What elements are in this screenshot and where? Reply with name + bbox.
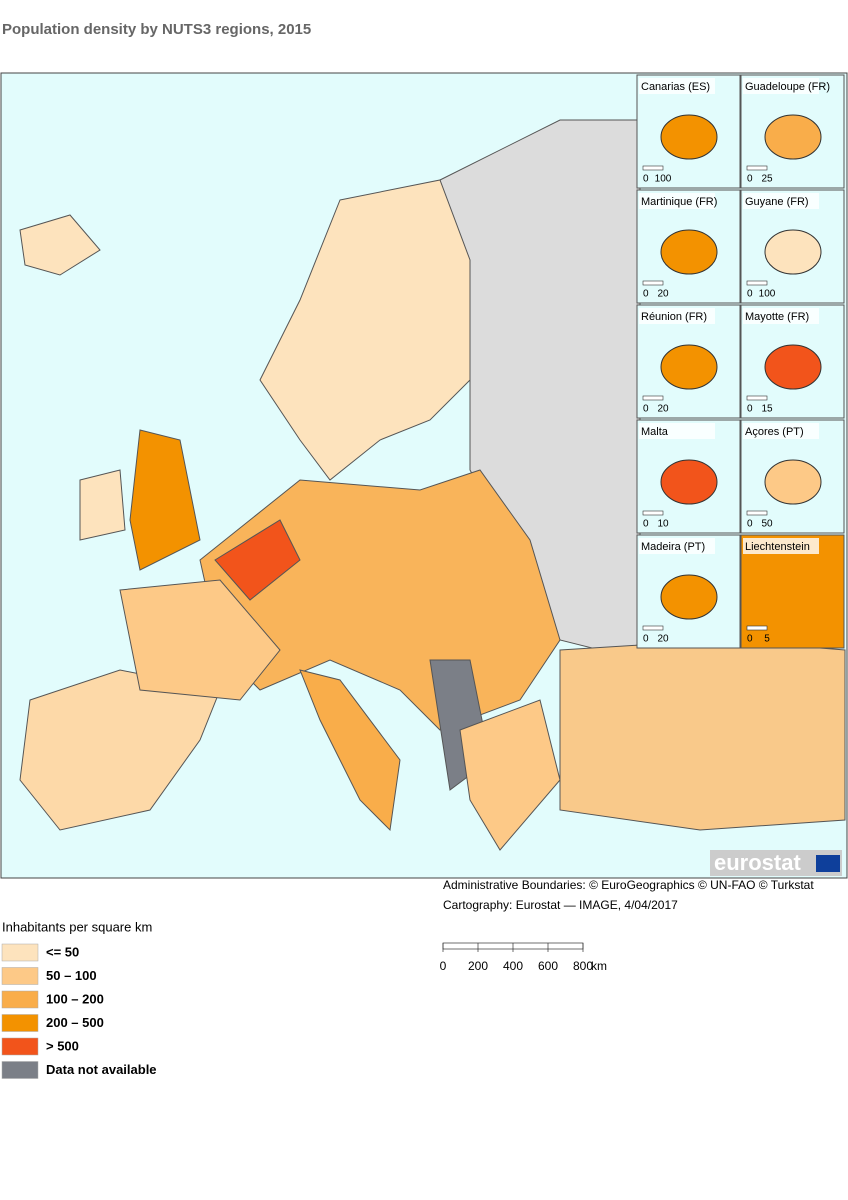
inset-label-bg [639,78,715,94]
inset-land [660,344,718,390]
inset-scale-label: 5 [764,634,770,645]
inset-scale-bar [746,625,768,631]
inset-name: Guadeloupe (FR) [745,81,830,93]
legend-title: Inhabitants per square km [2,919,152,934]
inset-name: Malta [641,426,669,438]
credit: Administrative Boundaries: © EuroGeograp… [443,878,814,892]
legend-swatch [1,943,39,962]
inset-name: Martinique (FR) [641,196,717,208]
inset-label-bg [743,308,819,324]
inset-scale-label: 100 [759,289,776,300]
inset-land [764,229,822,275]
inset-scale-label: 0 [747,404,753,415]
inset-label-bg [639,538,715,554]
legend-swatch [1,1014,39,1032]
legend-swatch [1,990,39,1009]
legend-label: 50 – 100 [46,968,97,983]
inset-label-bg [639,193,715,209]
legend-swatch [1,1061,39,1079]
scale-label: 400 [503,959,523,973]
inset-scale-bar [642,395,664,401]
inset-scale-label: 0 [747,289,753,300]
inset-land [660,574,718,620]
italy [299,669,401,832]
great-britain [129,429,201,571]
inset-scale-bar [746,165,768,171]
inset-label-bg [743,423,819,439]
inset-scale-label: 20 [657,634,669,645]
inset-scale-label: 0 [747,519,753,530]
ireland [79,469,126,541]
scale-label: 600 [538,959,558,973]
inset-land [660,459,718,505]
inset-scale-label: 0 [643,174,649,185]
inset-scale-bar [642,165,664,171]
scale-unit: km [591,959,607,973]
balkans [459,699,561,851]
legend-label: 100 – 200 [46,991,104,1006]
inset-scale-label: 10 [657,519,669,530]
inset-name: Liechtenstein [745,541,810,553]
inset-name: Canarias (ES) [641,81,710,93]
title: Population density by NUTS3 regions, 201… [2,21,311,38]
inset-scale-label: 100 [655,174,672,185]
inset-scale-label: 20 [657,289,669,300]
turkey [559,639,846,831]
inset-scale-label: 0 [643,634,649,645]
inset-scale-bar [746,280,768,286]
scale-label: 200 [468,959,488,973]
inset-scale-bar [746,510,768,516]
inset-scale-bar [642,625,664,631]
inset-scale-bar [746,395,768,401]
inset-scale-label: 0 [643,289,649,300]
inset-scale-bar [642,280,664,286]
inset-land [660,114,718,160]
inset-scale-bar [642,510,664,516]
inset-name: Açores (PT) [745,426,804,438]
legend-swatch [1,1037,39,1056]
inset-land [764,114,822,160]
inset-name: Madeira (PT) [641,541,705,553]
scale-label: 0 [440,959,447,973]
inset-land [764,459,822,505]
france [119,579,281,701]
logo: eurostat [714,850,801,875]
legend-label: 200 – 500 [46,1015,104,1030]
inset-name: Mayotte (FR) [745,311,809,323]
legend: <= 50 50 – 100 100 – 200 200 – 500 > 500 Data… [1,943,157,1079]
inset-land [660,229,718,275]
inset-label-bg [639,308,715,324]
legend-label: > 500 [46,1038,79,1053]
inset-name: Guyane (FR) [745,196,809,208]
inset-scale-label: 0 [747,634,753,645]
inset-scale-label: 15 [761,404,773,415]
inset-scale-label: 50 [761,519,773,530]
scandinavia [259,179,471,481]
inset-label-bg [743,78,819,94]
benelux [214,519,301,601]
credit: Cartography: Eurostat — IMAGE, 4/04/2017 [443,898,678,912]
inset-land [764,344,822,390]
eu-flag [816,855,840,872]
inset-scale-label: 0 [747,174,753,185]
inset-name: Réunion (FR) [641,311,707,323]
scale-label: 800 [573,959,593,973]
inset-label-bg [743,193,819,209]
iceland [19,214,101,276]
inset-label-bg [743,538,819,554]
legend-label: Data not available [46,1062,157,1077]
inset-label-bg [639,423,715,439]
inset-scale-label: 0 [643,404,649,415]
inset-scale-label: 0 [643,519,649,530]
legend-swatch [1,967,39,985]
legend-label: <= 50 [46,944,79,959]
inset-scale-label: 25 [761,174,773,185]
inset-scale-label: 20 [657,404,669,415]
